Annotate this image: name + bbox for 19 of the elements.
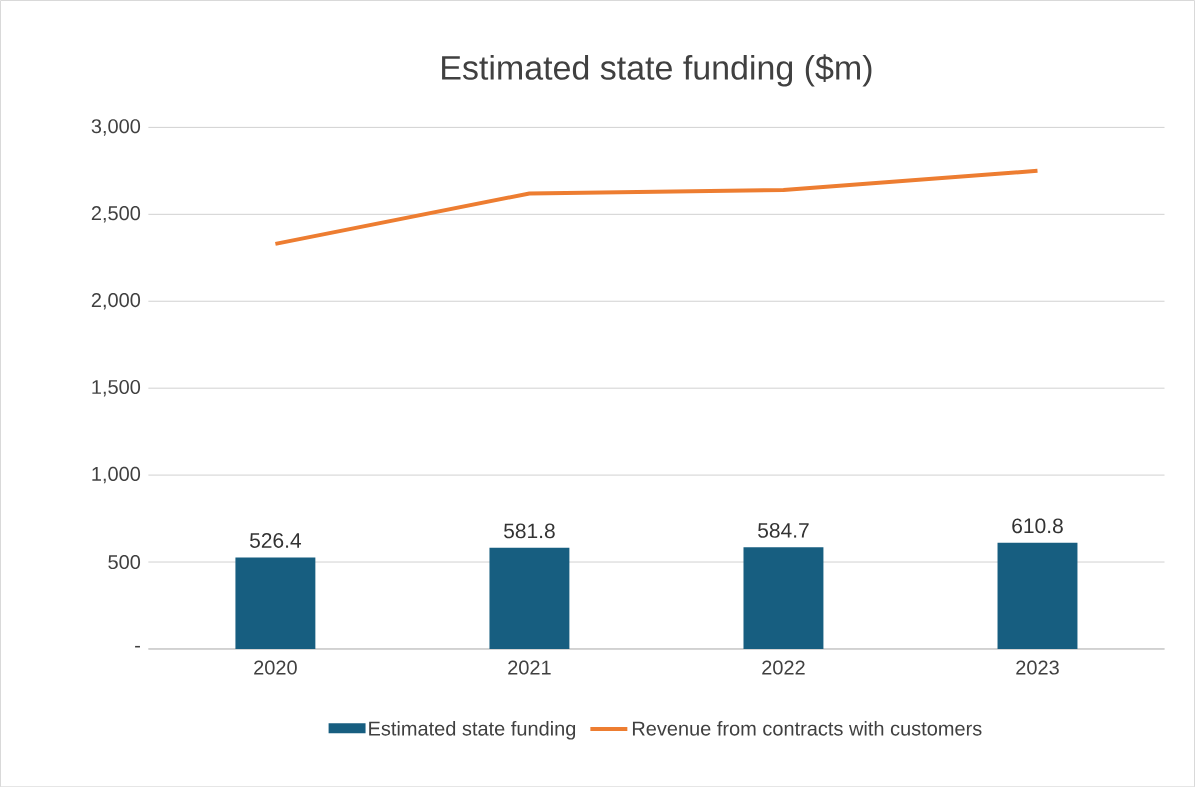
x-tick-label: 2021 [508, 660, 551, 675]
x-tick-label: 2023 [1016, 660, 1059, 675]
y-tick-label: 500 [108, 554, 141, 569]
data-label: 610.8 [1012, 518, 1063, 534]
data-label: 526.4 [249, 532, 302, 548]
y-tick-label: 2,500 [91, 205, 141, 223]
y-tick-label: 1,000 [92, 466, 141, 484]
chart-title: Estimated state funding ($m) [442, 54, 872, 87]
data-label: 581.8 [504, 523, 555, 539]
x-tick-label: 2020 [254, 660, 297, 675]
y-tick-label: - [135, 645, 140, 648]
y-tick-label: 2,000 [91, 292, 141, 310]
y-tick-label: 3,000 [91, 118, 141, 136]
line-series [273, 168, 1040, 246]
legend-label: Revenue from contracts with customers [632, 720, 982, 736]
legend-label: Estimated state funding [369, 720, 576, 740]
y-tick-label: 1,500 [92, 379, 141, 397]
x-tick-label: 2022 [762, 660, 805, 675]
data-label: 584.7 [758, 522, 809, 538]
